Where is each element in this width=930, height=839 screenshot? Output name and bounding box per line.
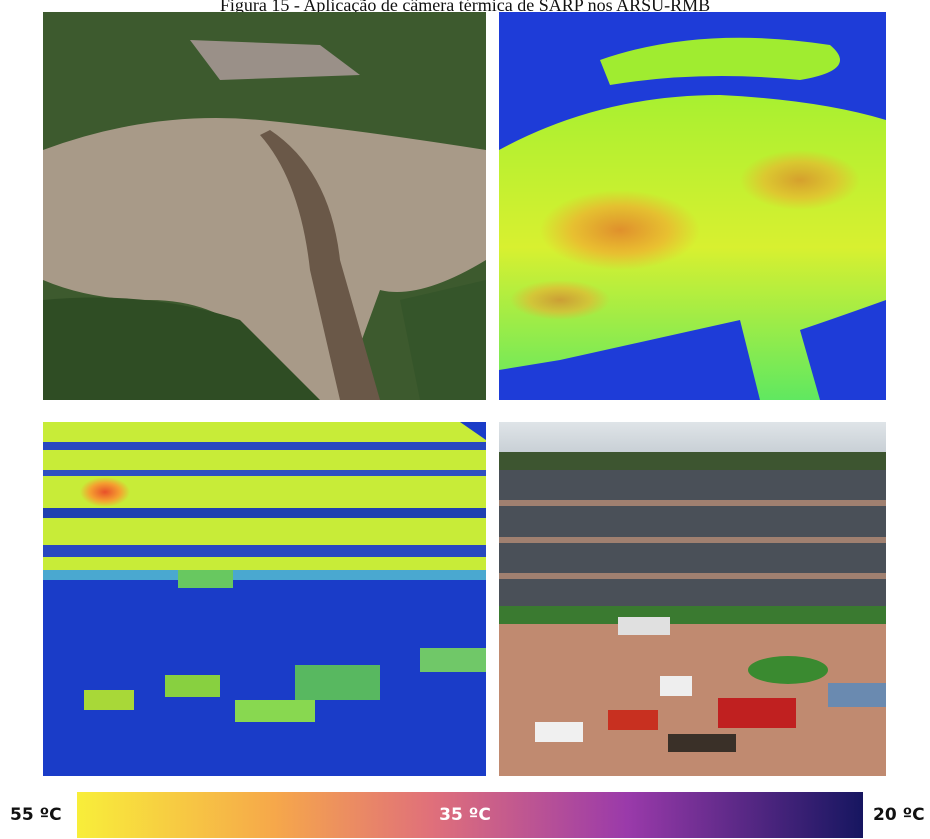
figure-title: Figura 15 - Aplicação de câmera térmica …	[220, 0, 710, 15]
colorbar	[77, 792, 863, 838]
colorbar-max-label: 55 ºC	[10, 805, 62, 825]
aerial-photo	[43, 12, 486, 400]
thermal-ground	[43, 422, 486, 776]
colorbar-min-label: 20 ºC	[873, 805, 925, 825]
ground-photo	[499, 422, 886, 776]
thermal-aerial	[499, 12, 886, 400]
colorbar-mid-label: 35 ºC	[439, 805, 491, 825]
